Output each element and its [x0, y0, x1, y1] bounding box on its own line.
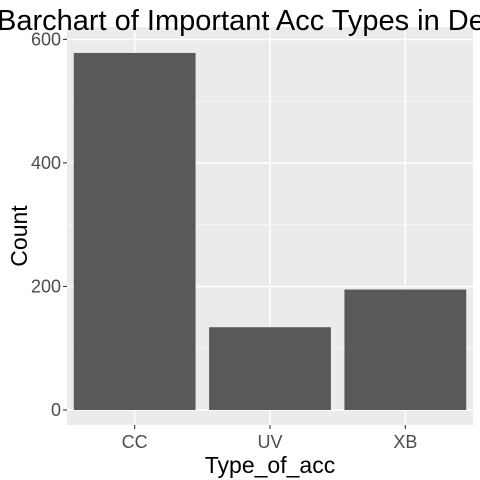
y-axis: 0 200 400 600	[31, 29, 67, 420]
bars	[73, 52, 467, 410]
x-axis: CC UV XB	[122, 425, 417, 452]
bar-uv	[209, 327, 331, 410]
y-tick-label-400: 400	[31, 153, 61, 173]
y-tick-label-600: 600	[31, 29, 61, 49]
x-tick-label-uv: UV	[257, 432, 282, 452]
x-tick-label-cc: CC	[122, 432, 148, 452]
chart-title: Barchart of Important Acc Types in De	[0, 5, 480, 37]
x-tick-label-xb: XB	[393, 432, 417, 452]
y-tick-label-200: 200	[31, 276, 61, 296]
x-axis-title: Type_of_acc	[205, 452, 335, 478]
y-axis-title: Count	[6, 205, 32, 267]
bar-cc	[73, 52, 196, 410]
y-tick-label-0: 0	[51, 400, 61, 420]
bar-xb	[344, 289, 467, 410]
